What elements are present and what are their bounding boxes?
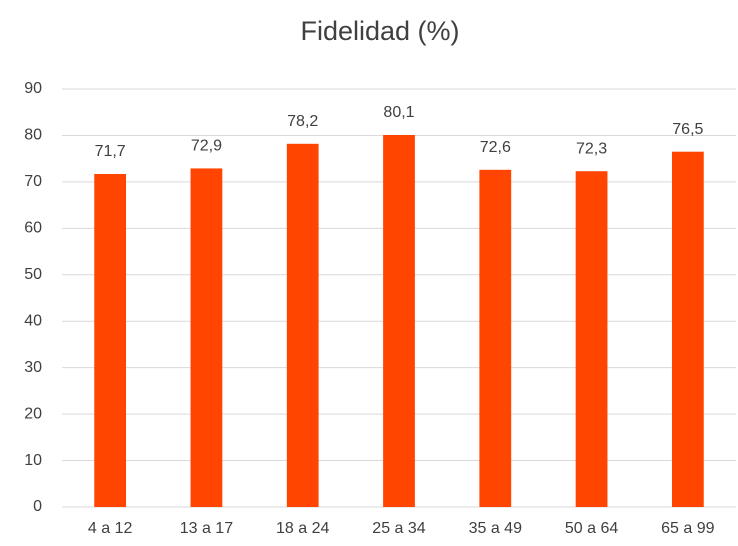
bar [190,168,223,508]
bar [383,134,415,508]
y-tick-label: 50 [24,266,42,283]
x-tick-label: 13 a 17 [180,520,233,537]
x-tick-label: 65 a 99 [661,520,714,537]
y-tick-label: 90 [24,80,42,97]
y-tick-label: 30 [24,359,42,376]
data-label: 72,6 [480,139,511,156]
y-tick-label: 80 [24,127,42,144]
data-label: 80,1 [383,104,414,121]
y-tick-label: 60 [24,220,42,237]
data-label: 78,2 [287,113,318,130]
bar [575,171,608,507]
x-tick-label: 4 a 12 [88,520,133,537]
data-label: 72,3 [576,140,607,157]
y-tick-label: 70 [24,173,42,190]
bar [671,151,704,507]
x-tick-label: 35 a 49 [469,520,522,537]
data-label: 72,9 [191,138,222,155]
bar [479,169,512,507]
y-tick-label: 40 [24,312,42,329]
bar [286,143,319,507]
bar [94,173,127,507]
y-tick-label: 10 [24,452,42,469]
data-label: 76,5 [672,121,703,138]
x-tick-label: 18 a 24 [276,520,329,537]
y-tick-label: 20 [24,405,42,422]
y-tick-label: 0 [33,498,42,515]
x-tick-label: 25 a 34 [372,520,425,537]
data-label: 71,7 [95,143,126,160]
x-tick-label: 50 a 64 [565,520,618,537]
chart-title: Fidelidad (%) [300,16,459,46]
